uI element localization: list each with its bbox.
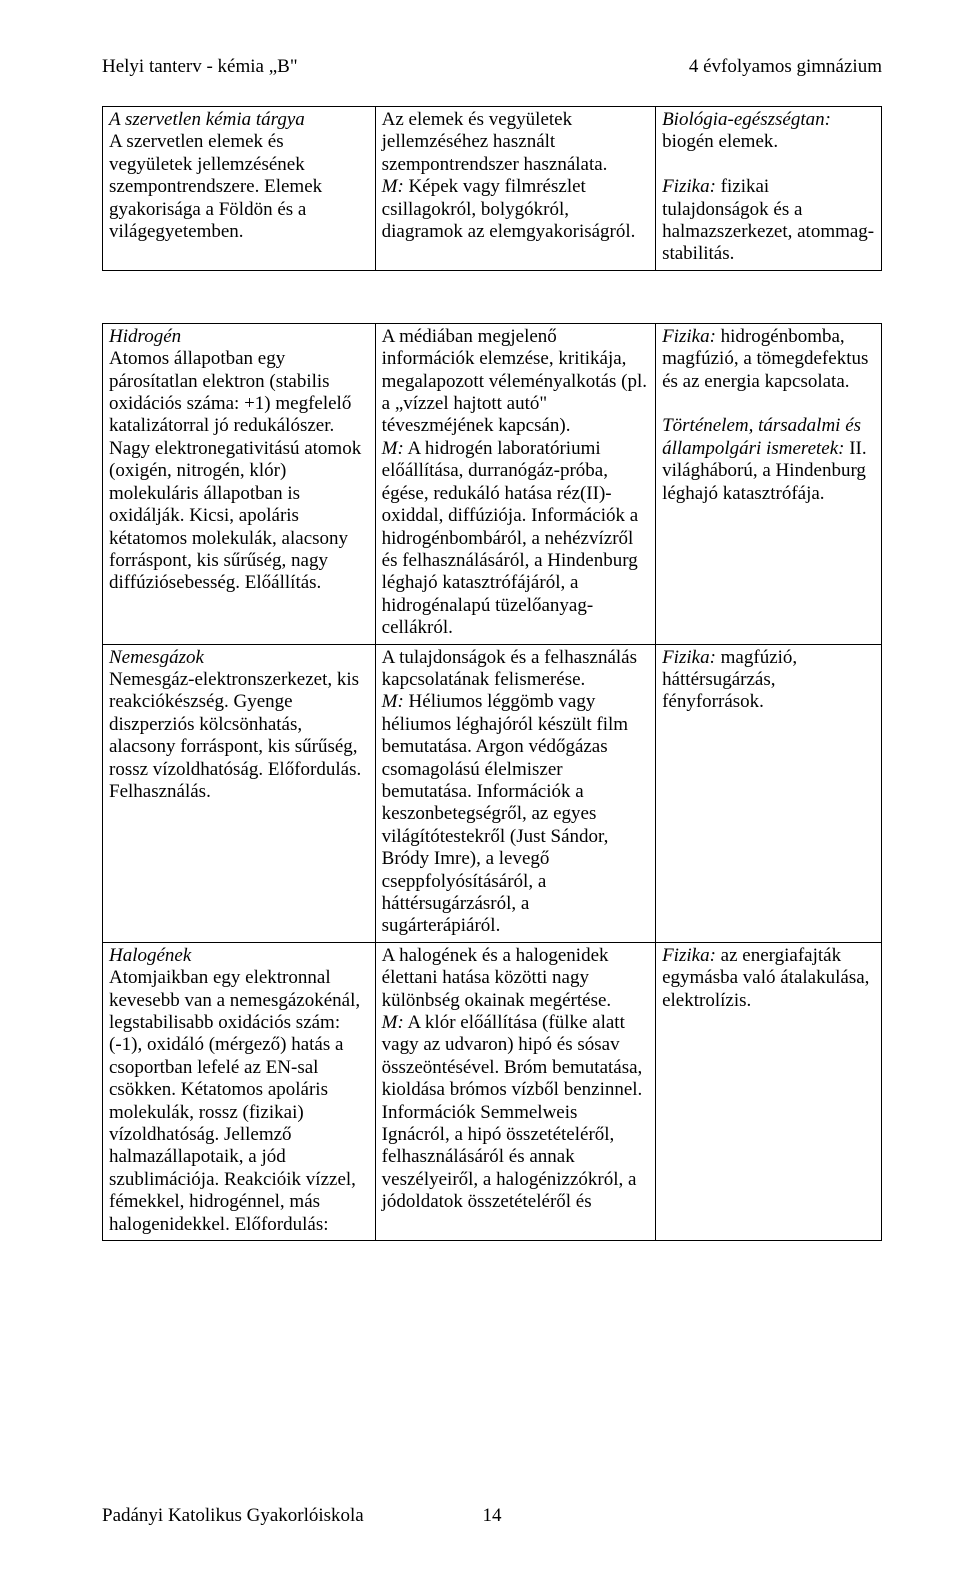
- cell-p2-body: Héliumos léggömb vagy héliumos léghajóró…: [382, 691, 628, 936]
- label-m: M:: [382, 438, 404, 459]
- cell-p2: Történelem, társadalmi és állampolgári i…: [662, 415, 867, 503]
- cell-body: A szervetlen elemek és vegyületek jellem…: [109, 131, 322, 242]
- cell-p2-body: A hidrogén laboratóriumi előállítása, du…: [382, 438, 639, 638]
- cell: Az elemek és vegyületek jellemzéséhez ha…: [375, 107, 655, 271]
- cell-p2-body: A klór előállítása (fülke alatt vagy az …: [382, 1012, 643, 1212]
- subject-label: Fizika:: [662, 326, 716, 347]
- cell: Fizika: magfúzió, háttérsugárzás, fényfo…: [656, 644, 882, 942]
- cell-body: Atomjaikban egy elektronnal kevesebb van…: [109, 967, 360, 1234]
- cell: Fizika: hidrogénbomba, magfúzió, a tömeg…: [656, 323, 882, 644]
- cell-p2-body: Képek vagy filmrészlet csillagokról, bol…: [382, 176, 636, 242]
- cell-p2: M: Képek vagy filmrészlet csillagokról, …: [382, 176, 636, 242]
- table-row: Halogének Atomjaikban egy elektronnal ke…: [103, 942, 882, 1240]
- cell: A tulajdonságok és a felhasználás kapcso…: [375, 644, 655, 942]
- table-1: A szervetlen kémia tárgya A szervetlen e…: [102, 106, 882, 271]
- cell-p1: Fizika: az energiafajták egymásba való á…: [662, 945, 869, 1011]
- label-m: M:: [382, 176, 404, 197]
- cell-p1: A halogének és a halogenidek élettani ha…: [382, 945, 612, 1011]
- label-m: M:: [382, 1012, 404, 1033]
- page-header: Helyi tanterv - kémia „B" 4 évfolyamos g…: [102, 56, 882, 78]
- page: Helyi tanterv - kémia „B" 4 évfolyamos g…: [0, 0, 960, 1573]
- page-footer: Padányi Katolikus Gyakorlóiskola 14: [102, 1505, 882, 1527]
- table-row: Nemesgázok Nemesgáz-elektronszerkezet, k…: [103, 644, 882, 942]
- subject-label: Fizika:: [662, 945, 716, 966]
- subject-label: Történelem, társadalmi és állampolgári i…: [662, 415, 861, 458]
- cell-body: Atomos állapotban egy párosítatlan elekt…: [109, 348, 361, 593]
- cell-p2: M: A hidrogén laboratóriumi előállítása,…: [382, 438, 639, 638]
- cell-p1: A tulajdonságok és a felhasználás kapcso…: [382, 647, 637, 690]
- cell: A szervetlen kémia tárgya A szervetlen e…: [103, 107, 376, 271]
- cell-p1: Fizika: hidrogénbomba, magfúzió, a tömeg…: [662, 326, 868, 392]
- cell-title: Halogének: [109, 945, 191, 966]
- cell: Biológia-egészségtan: biogén elemek. Fiz…: [656, 107, 882, 271]
- cell-body: Nemesgáz-elektronszerkezet, kis reakciók…: [109, 669, 361, 802]
- cell-p2: M: A klór előállítása (fülke alatt vagy …: [382, 1012, 643, 1212]
- cell-title: Nemesgázok: [109, 647, 204, 668]
- header-right: 4 évfolyamos gimnázium: [689, 56, 882, 78]
- footer-left: Padányi Katolikus Gyakorlóiskola: [102, 1505, 364, 1526]
- table-2: Hidrogén Atomos állapotban egy párosítat…: [102, 323, 882, 1241]
- table-gap: [102, 271, 882, 323]
- cell-p1-body: biogén elemek.: [662, 131, 778, 152]
- footer-page-number: 14: [483, 1505, 502, 1527]
- subject-label: Biológia-egészségtan:: [662, 109, 831, 130]
- cell: A médiában megjelenő információk elemzés…: [375, 323, 655, 644]
- header-left: Helyi tanterv - kémia „B": [102, 56, 298, 78]
- cell: Fizika: az energiafajták egymásba való á…: [656, 942, 882, 1240]
- cell-p1: Fizika: magfúzió, háttérsugárzás, fényfo…: [662, 647, 797, 713]
- subject-label: Fizika:: [662, 176, 716, 197]
- cell-p2: M: Héliumos léggömb vagy héliumos léghaj…: [382, 691, 628, 936]
- table-row: A szervetlen kémia tárgya A szervetlen e…: [103, 107, 882, 271]
- cell: A halogének és a halogenidek élettani ha…: [375, 942, 655, 1240]
- cell: Hidrogén Atomos állapotban egy párosítat…: [103, 323, 376, 644]
- cell-title: Hidrogén: [109, 326, 181, 347]
- cell-title: A szervetlen kémia tárgya: [109, 109, 305, 130]
- subject-label: Fizika:: [662, 647, 716, 668]
- table-row: Hidrogén Atomos állapotban egy párosítat…: [103, 323, 882, 644]
- cell-p1: A médiában megjelenő információk elemzés…: [382, 326, 647, 437]
- cell: Nemesgázok Nemesgáz-elektronszerkezet, k…: [103, 644, 376, 942]
- cell: Halogének Atomjaikban egy elektronnal ke…: [103, 942, 376, 1240]
- label-m: M:: [382, 691, 404, 712]
- cell-p1: Biológia-egészségtan: biogén elemek.: [662, 109, 831, 152]
- cell-p1: Az elemek és vegyületek jellemzéséhez ha…: [382, 109, 608, 175]
- cell-p2: Fizika: fizikai tulajdonságok és a halma…: [662, 176, 874, 264]
